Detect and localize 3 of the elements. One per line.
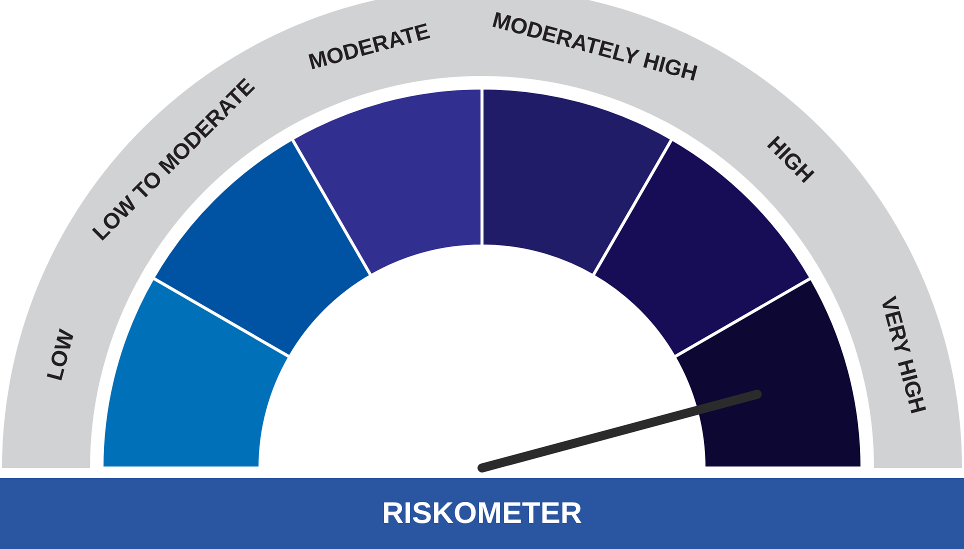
- slice-label: LOW: [42, 326, 80, 384]
- text: RISKOMETER: [382, 497, 582, 530]
- slice-label: VERY HIGH: [876, 294, 932, 416]
